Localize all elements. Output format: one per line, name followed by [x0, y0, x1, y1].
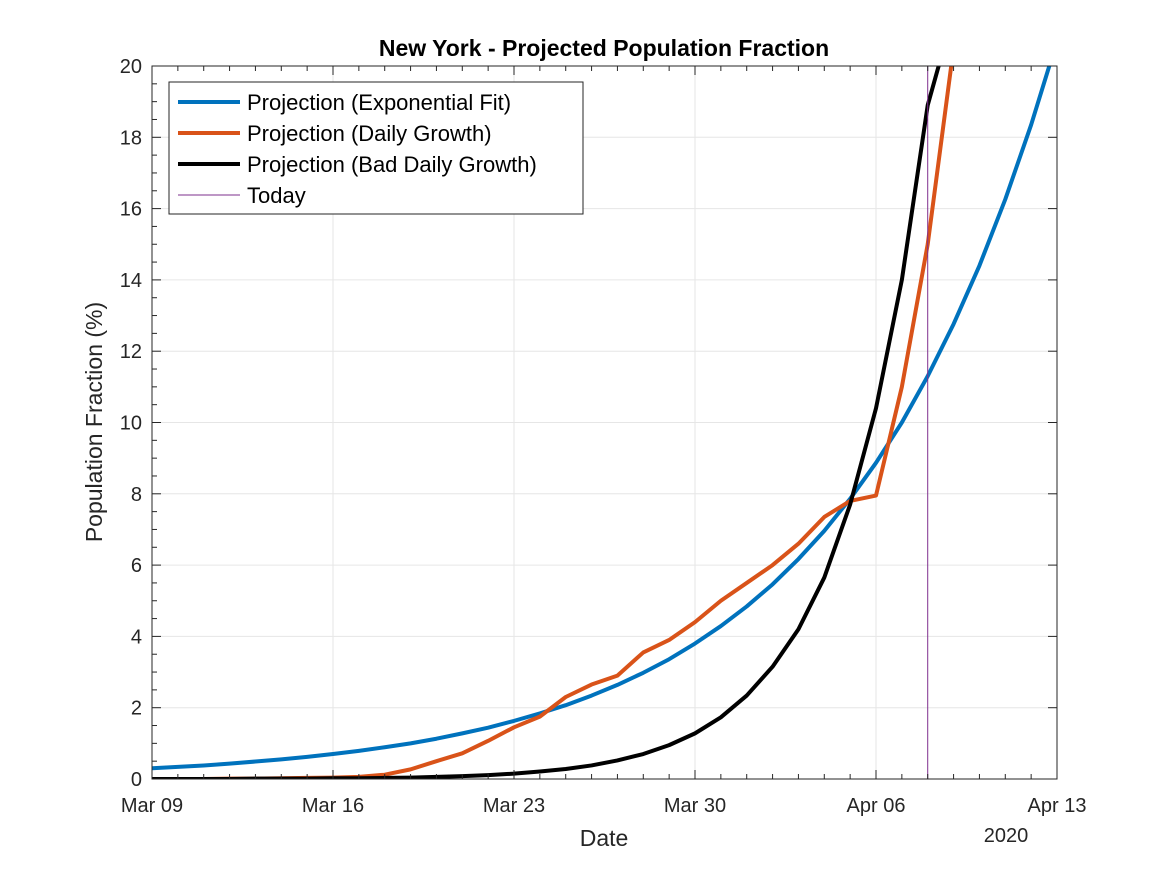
- y-tick-label: 8: [131, 484, 142, 506]
- ticks: [151, 65, 1058, 780]
- x-tick-label: Apr 06: [847, 795, 906, 817]
- y-tick-label: 2: [131, 698, 142, 720]
- legend-label: Projection (Daily Growth): [247, 121, 492, 146]
- y-tick-label: 12: [120, 341, 142, 363]
- chart-title: New York - Projected Population Fraction: [379, 35, 829, 61]
- legend: Projection (Exponential Fit) Projection (…: [168, 81, 584, 215]
- y-tick-label: 14: [120, 270, 142, 292]
- y-tick-label: 18: [120, 127, 142, 149]
- x-tick-label: Mar 23: [483, 795, 545, 817]
- y-tick-label: 0: [131, 769, 142, 791]
- y-tick-label: 4: [131, 626, 142, 648]
- legend-label: Projection (Bad Daily Growth): [247, 152, 537, 177]
- y-tick-label: 16: [120, 199, 142, 221]
- series-line-1: [152, 66, 1052, 771]
- y-tick-label: 20: [120, 56, 142, 78]
- y-tick-label: 6: [131, 555, 142, 577]
- legend-label: Projection (Exponential Fit): [247, 90, 511, 115]
- x-tick-label: Mar 09: [121, 795, 183, 817]
- x-tick-label: Mar 16: [302, 795, 364, 817]
- x-tick-label: Apr 13: [1028, 795, 1087, 817]
- legend-label: Today: [247, 183, 306, 208]
- y-axis-label: Population Fraction (%): [81, 302, 107, 542]
- x-axis-label: Date: [580, 825, 629, 851]
- legend-entries: Projection (Exponential Fit) Projection (…: [178, 90, 537, 208]
- x-tick-label: Mar 30: [664, 795, 726, 817]
- x-axis-year-label: 2020: [984, 825, 1029, 847]
- y-tick-label: 10: [120, 413, 142, 435]
- tick-labels: Mar 09 Mar 16 Mar 23 Mar 30 Apr 06 Apr 13 0 2 4 6…: [120, 56, 1087, 817]
